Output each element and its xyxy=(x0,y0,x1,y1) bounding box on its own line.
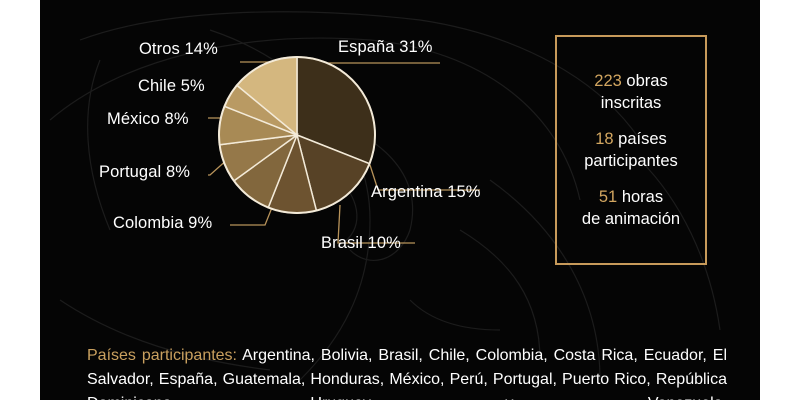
countries-text: Argentina, Bolivia, Brasil, Chile, Colom… xyxy=(87,347,728,400)
slice-label-colombia: Colombia 9% xyxy=(113,214,213,232)
pie-chart xyxy=(208,56,480,244)
stat-text: horas xyxy=(621,188,664,206)
leader-line-argentina xyxy=(369,164,480,191)
stat-horas: 51 horas de animación xyxy=(582,186,680,230)
stat-paises: 18 países participantes xyxy=(584,128,678,172)
stat-number: 18 xyxy=(595,130,614,148)
stat-number: 223 xyxy=(594,72,622,90)
slice-label-brasil: Brasil 10% xyxy=(321,234,401,252)
slice-label-chile: Chile 5% xyxy=(138,77,205,95)
stat-number: 51 xyxy=(598,188,618,206)
stats-box: 223 obras inscritas 18 países participan… xyxy=(555,35,707,265)
leader-line-brasil xyxy=(337,204,415,244)
countries-label: Países participantes: xyxy=(87,347,238,364)
stat-text: inscritas xyxy=(600,94,662,112)
slice-label-portugal: Portugal 8% xyxy=(99,163,190,181)
countries-list: Países participantes: Argentina, Bolivia… xyxy=(87,344,727,400)
pie-outline xyxy=(218,56,376,214)
stat-text: participantes xyxy=(584,152,678,170)
slice-label-argentina: Argentina 15% xyxy=(371,183,481,201)
stat-text: países xyxy=(618,130,667,148)
stat-text: obras xyxy=(626,72,668,90)
slice-label-espana: España 31% xyxy=(338,38,433,56)
infographic: España 31% Argentina 15% Brasil 10% Colo… xyxy=(40,0,760,400)
slice-label-mexico: México 8% xyxy=(107,110,189,128)
stat-obras: 223 obras inscritas xyxy=(594,70,667,114)
stat-text: de animación xyxy=(581,210,681,228)
slice-label-otros: Otros 14% xyxy=(139,40,218,58)
